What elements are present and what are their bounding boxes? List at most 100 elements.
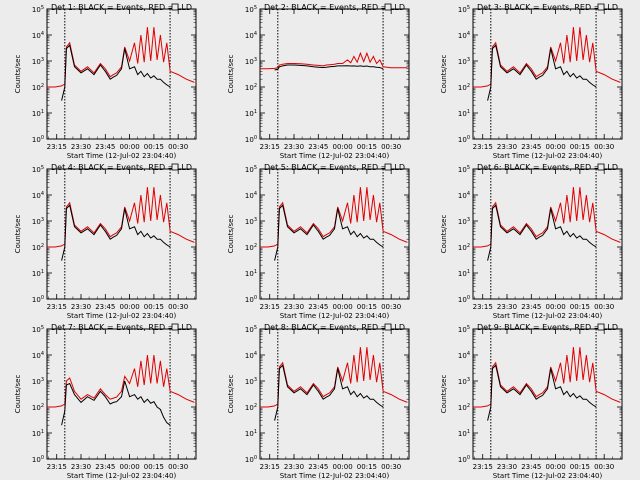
x-tick-label: 23:45 <box>521 143 541 151</box>
panel-title: Det 2: BLACK = Events, RED = LLD <box>264 3 405 12</box>
x-tick-label: 00:15 <box>144 143 164 151</box>
x-tick-label: 00:30 <box>381 463 401 471</box>
chart-panel-5: Det 5: BLACK = Events, RED = LLD 100 101 10… <box>227 163 410 320</box>
panel-title: Det 9: BLACK = Events, RED = LLD <box>477 323 618 332</box>
x-tick-label: 00:30 <box>168 303 188 311</box>
y-tick-label: 102 <box>32 243 44 252</box>
y-tick-label: 100 <box>32 135 44 144</box>
x-tick-label: 23:30 <box>497 463 517 471</box>
x-tick-label: 00:15 <box>570 143 590 151</box>
y-axis-label: Counts/sec <box>440 55 448 94</box>
panel-title: Det 8: BLACK = Events, RED = LLD <box>264 323 405 332</box>
x-axis-label: Start Time (12-Jul-02 23:04:40) <box>493 472 603 480</box>
legend-box <box>384 323 392 331</box>
y-tick-label: 103 <box>458 377 470 386</box>
x-tick-label: 23:15 <box>473 143 493 151</box>
y-tick-label: 105 <box>32 5 44 14</box>
x-axis-label: Start Time (12-Jul-02 23:04:40) <box>67 472 177 480</box>
y-tick-label: 101 <box>458 269 470 278</box>
x-tick-label: 00:00 <box>333 463 353 471</box>
y-tick-label: 103 <box>32 217 44 226</box>
x-axis-label: Start Time (12-Jul-02 23:04:40) <box>67 312 177 320</box>
plot-frame <box>472 328 623 460</box>
y-tick-label: 100 <box>245 455 257 464</box>
series-line-black <box>61 44 171 101</box>
legend-box <box>384 3 392 11</box>
plot-frame <box>259 328 410 460</box>
x-tick-label: 23:30 <box>71 463 91 471</box>
x-tick-label: 00:30 <box>168 143 188 151</box>
x-axis-label: Start Time (12-Jul-02 23:04:40) <box>280 152 390 160</box>
series-line-red <box>260 187 408 248</box>
y-tick-label: 103 <box>32 377 44 386</box>
y-tick-label: 105 <box>32 325 44 334</box>
x-tick-label: 00:15 <box>144 303 164 311</box>
x-axis-label: Start Time (12-Jul-02 23:04:40) <box>493 312 603 320</box>
y-tick-label: 105 <box>458 165 470 174</box>
y-tick-label: 100 <box>245 295 257 304</box>
y-tick-label: 102 <box>32 403 44 412</box>
y-tick-label: 103 <box>458 217 470 226</box>
x-tick-label: 23:15 <box>47 463 67 471</box>
x-axis-label: Start Time (12-Jul-02 23:04:40) <box>280 312 390 320</box>
y-tick-label: 100 <box>32 455 44 464</box>
y-tick-label: 102 <box>245 83 257 92</box>
y-tick-label: 102 <box>458 243 470 252</box>
y-tick-label: 104 <box>245 191 257 200</box>
y-tick-label: 105 <box>245 165 257 174</box>
panel-title: Det 1: BLACK = Events, RED = LLD <box>51 3 192 12</box>
legend-box <box>171 323 179 331</box>
series-line-black <box>274 204 384 261</box>
chart-panel-2: Det 2: BLACK = Events, RED = LLD 100 101 10… <box>227 3 410 160</box>
x-tick-label: 00:30 <box>381 143 401 151</box>
y-tick-label: 101 <box>245 429 257 438</box>
plot-frame <box>46 328 197 460</box>
x-tick-label: 00:30 <box>594 143 614 151</box>
y-tick-label: 100 <box>32 295 44 304</box>
x-tick-label: 00:30 <box>594 303 614 311</box>
chart-panel-6: Det 6: BLACK = Events, RED = LLD 100 101 10… <box>440 163 623 320</box>
x-tick-label: 00:15 <box>570 303 590 311</box>
series-line-red <box>47 187 195 248</box>
y-tick-label: 100 <box>458 135 470 144</box>
y-tick-label: 103 <box>32 57 44 66</box>
y-tick-label: 100 <box>458 455 470 464</box>
x-tick-label: 23:45 <box>308 463 328 471</box>
plot-frame <box>259 168 410 300</box>
x-axis-label: Start Time (12-Jul-02 23:04:40) <box>67 152 177 160</box>
x-tick-label: 23:15 <box>260 143 280 151</box>
legend-box <box>171 3 179 11</box>
y-tick-label: 103 <box>245 217 257 226</box>
series-line-black <box>274 64 384 71</box>
y-tick-label: 104 <box>458 191 470 200</box>
panel-title: Det 7: BLACK = Events, RED = LLD <box>51 323 192 332</box>
y-tick-label: 100 <box>245 135 257 144</box>
y-axis-label: Counts/sec <box>227 375 235 414</box>
x-tick-label: 00:00 <box>546 463 566 471</box>
series-line-black <box>61 204 171 261</box>
x-tick-label: 23:15 <box>260 303 280 311</box>
series-line-red <box>473 187 621 248</box>
y-tick-label: 102 <box>458 83 470 92</box>
y-tick-label: 101 <box>32 109 44 118</box>
legend-box <box>384 163 392 171</box>
x-axis-label: Start Time (12-Jul-02 23:04:40) <box>280 472 390 480</box>
y-tick-label: 103 <box>245 377 257 386</box>
y-axis-label: Counts/sec <box>14 215 22 254</box>
x-tick-label: 23:45 <box>95 143 115 151</box>
y-tick-label: 105 <box>458 5 470 14</box>
y-tick-label: 105 <box>245 5 257 14</box>
plot-frame <box>46 8 197 140</box>
x-tick-label: 23:30 <box>497 143 517 151</box>
panel-title: Det 4: BLACK = Events, RED = LLD <box>51 163 192 172</box>
chart-panel-7: Det 7: BLACK = Events, RED = LLD 100 101 10… <box>14 323 197 480</box>
x-tick-label: 00:00 <box>546 143 566 151</box>
x-tick-label: 23:30 <box>497 303 517 311</box>
chart-panel-8: Det 8: BLACK = Events, RED = LLD 100 101 10… <box>227 323 410 480</box>
y-axis-label: Counts/sec <box>440 215 448 254</box>
x-tick-label: 23:45 <box>95 303 115 311</box>
y-tick-label: 101 <box>458 429 470 438</box>
y-tick-label: 104 <box>458 351 470 360</box>
chart-panel-4: Det 4: BLACK = Events, RED = LLD 100 101 10… <box>14 163 197 320</box>
